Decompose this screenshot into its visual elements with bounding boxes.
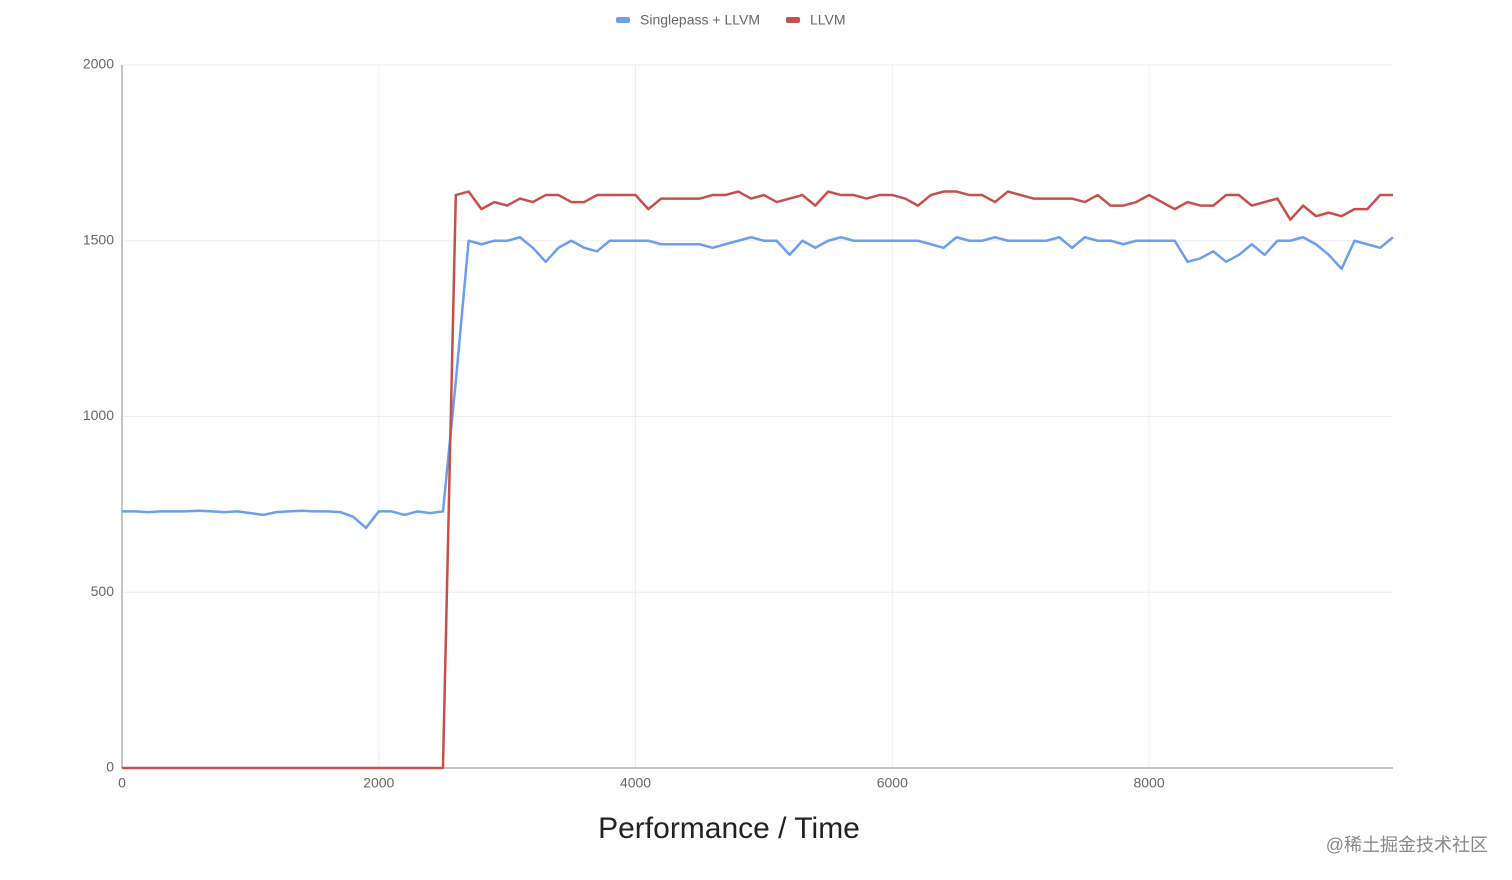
chart-title: Performance / Time xyxy=(598,812,860,845)
watermark: @稀土掘金技术社区 xyxy=(1326,835,1488,855)
legend-swatch xyxy=(616,17,630,23)
legend-swatch xyxy=(785,17,800,23)
y-tick-label: 1500 xyxy=(83,231,114,247)
y-tick-label: 0 xyxy=(106,759,114,775)
legend-label: Singlepass + LLVM xyxy=(640,12,760,28)
x-tick-label: 4000 xyxy=(620,775,651,791)
series-line xyxy=(122,235,1394,530)
legend-label: LLVM xyxy=(810,12,846,28)
y-tick-label: 500 xyxy=(91,583,115,599)
y-tick-label: 1000 xyxy=(83,407,114,423)
series-line xyxy=(122,190,1393,770)
x-tick-label: 6000 xyxy=(877,775,908,791)
x-tick-label: 0 xyxy=(118,775,126,791)
x-tick-label: 8000 xyxy=(1133,775,1164,791)
x-tick-label: 2000 xyxy=(363,775,394,791)
y-tick-label: 2000 xyxy=(83,56,114,72)
